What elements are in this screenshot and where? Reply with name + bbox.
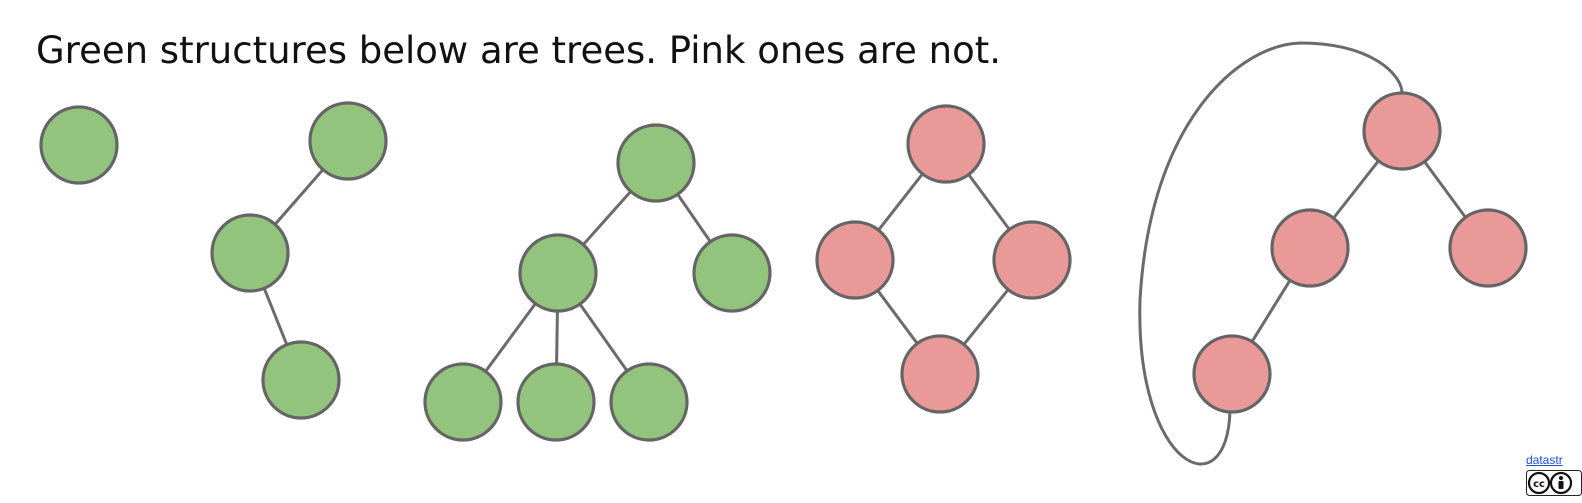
node-tree-branching-c xyxy=(692,233,772,313)
node-tree-path-c xyxy=(261,340,341,420)
node-cycle-diamond-a xyxy=(906,104,986,184)
node-cycle-diamond-c xyxy=(992,220,1072,300)
node-tree-path-a xyxy=(308,101,388,181)
node-tree-branching-f xyxy=(609,362,689,442)
edge-cycle-back-edge-d-a xyxy=(1138,41,1404,466)
node-tree-single-node-a xyxy=(39,105,119,185)
node-tree-branching-e xyxy=(516,362,596,442)
node-cycle-back-edge-c xyxy=(1448,208,1528,288)
node-cycle-back-edge-d xyxy=(1192,334,1272,414)
node-tree-branching-b xyxy=(518,233,598,313)
node-tree-branching-d xyxy=(423,362,503,442)
cc-by-license-icon: cc xyxy=(1526,470,1582,496)
node-cycle-diamond-b xyxy=(815,220,895,300)
node-cycle-diamond-d xyxy=(900,334,980,414)
node-tree-path-b xyxy=(210,213,290,293)
svg-text:cc: cc xyxy=(1533,479,1545,490)
credit-area: datastr cc xyxy=(1526,453,1582,503)
node-tree-branching-a xyxy=(616,123,696,203)
structure-tree-branching xyxy=(423,123,772,442)
node-cycle-back-edge-b xyxy=(1270,208,1350,288)
structure-tree-single-node xyxy=(39,105,119,185)
structure-tree-path xyxy=(210,101,388,420)
slide-title: Green structures below are trees. Pink o… xyxy=(36,29,1002,72)
structure-cycle-back-edge xyxy=(1138,41,1528,466)
structure-cycle-diamond xyxy=(815,104,1072,414)
node-cycle-back-edge-a xyxy=(1362,91,1442,171)
credit-link[interactable]: datastr xyxy=(1526,453,1563,467)
